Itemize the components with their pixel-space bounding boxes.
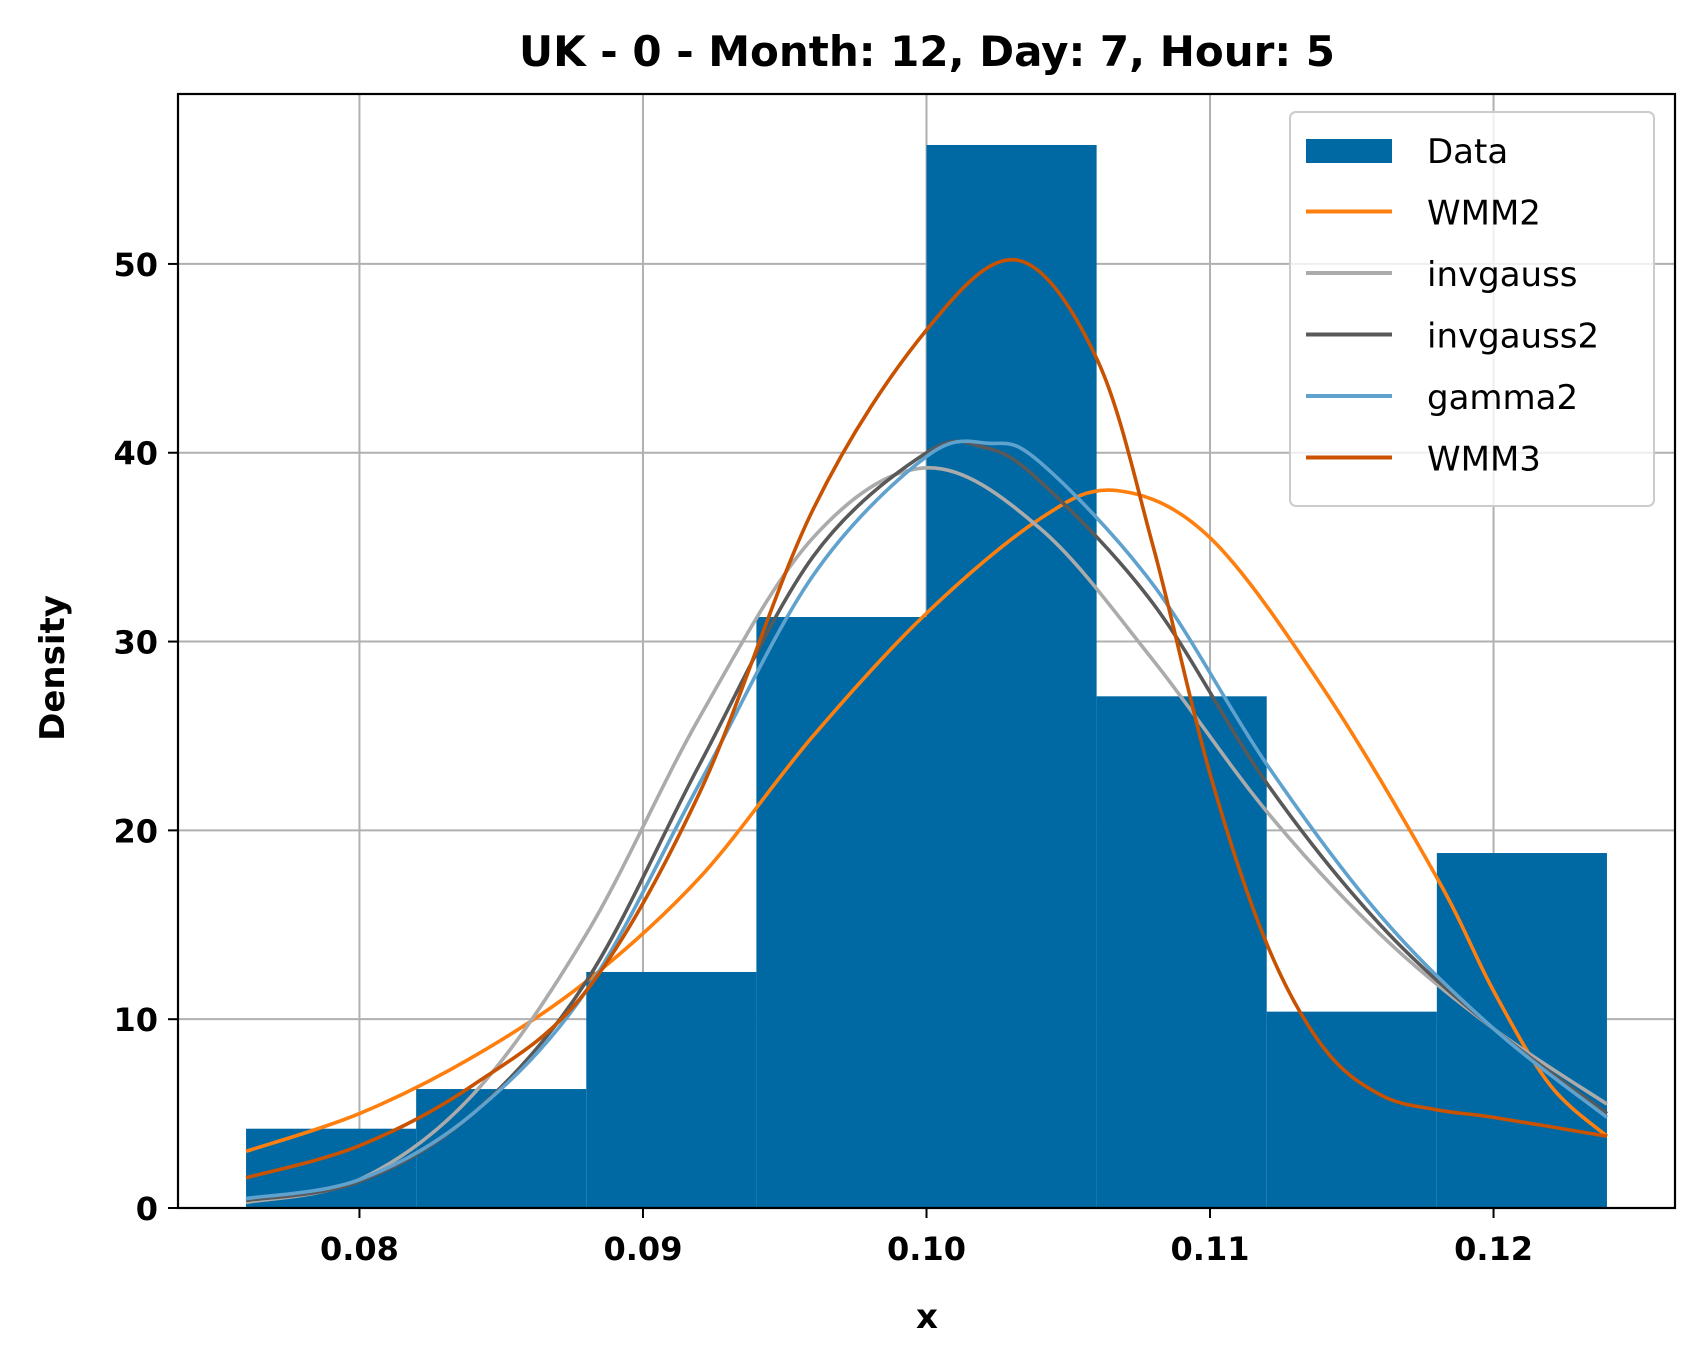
x-tick-label: 0.11 <box>1171 1230 1250 1268</box>
histogram-bar <box>416 1089 587 1208</box>
fit-lines <box>245 257 1609 1205</box>
y-tick-label: 40 <box>113 435 158 473</box>
y-tick-label: 50 <box>113 246 158 284</box>
series-line-gamma2 <box>245 439 1609 1201</box>
x-tick-label: 0.08 <box>320 1230 399 1268</box>
y-tick-label: 0 <box>136 1190 158 1228</box>
legend-label-wmm3: WMM3 <box>1427 440 1541 480</box>
histogram-bar <box>926 144 1097 1209</box>
chart-title: UK - 0 - Month: 12, Day: 7, Hour: 5 <box>519 27 1335 76</box>
legend-label-gamma2: gamma2 <box>1427 378 1578 418</box>
x-axis-label: x <box>916 1297 938 1337</box>
series-line-wmm2 <box>245 488 1609 1154</box>
histogram-bar <box>1436 853 1607 1208</box>
histogram-bar <box>1266 1011 1437 1208</box>
legend-swatch-data <box>1306 139 1392 163</box>
y-tick-label: 10 <box>113 1001 158 1039</box>
y-tick-label: 20 <box>113 812 158 850</box>
x-tick-label: 0.12 <box>1454 1230 1533 1268</box>
legend-label-invgauss: invgauss <box>1427 255 1578 295</box>
axis-ticks: 0.08 0.09 0.10 0.11 0.12 0 10 20 30 40 50 <box>113 246 1533 1268</box>
legend: Data WMM2 invgauss invgauss2 gamma2 WMM3 <box>1289 111 1655 507</box>
x-tick-label: 0.10 <box>887 1230 966 1268</box>
legend-label-wmm2: WMM2 <box>1427 194 1541 234</box>
legend-label-data: Data <box>1427 132 1508 172</box>
histogram-bar <box>586 971 757 1208</box>
y-tick-label: 30 <box>113 624 158 662</box>
x-tick-label: 0.09 <box>604 1230 683 1268</box>
histogram-bars <box>246 144 1607 1209</box>
y-axis-label: Density <box>33 595 73 741</box>
histogram-bar <box>756 617 927 1208</box>
histogram-bar <box>1096 696 1267 1208</box>
series-line-wmm3 <box>245 257 1608 1180</box>
legend-label-invgauss2: invgauss2 <box>1427 317 1599 357</box>
